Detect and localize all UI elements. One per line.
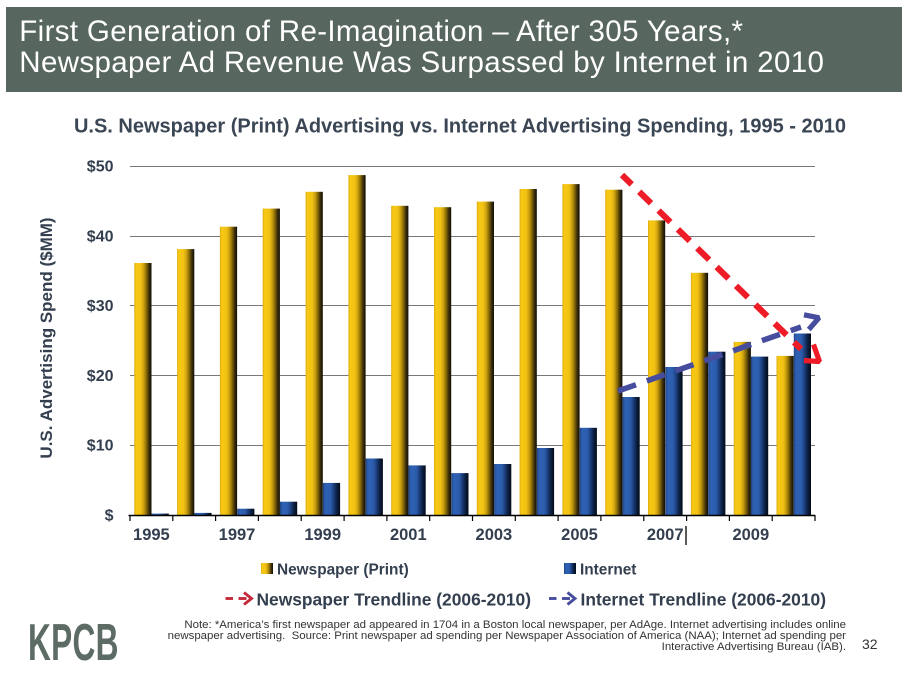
svg-text:U.S. Newspaper (Print) Adverti: U.S. Newspaper (Print) Advertising vs. I…	[74, 116, 846, 138]
svg-text:$40: $40	[87, 228, 114, 245]
svg-text:$50: $50	[87, 159, 114, 176]
svg-text:1997: 1997	[219, 526, 256, 544]
svg-text:$30: $30	[87, 298, 114, 315]
svg-text:$20: $20	[87, 368, 114, 385]
svg-text:2001: 2001	[390, 526, 427, 544]
svg-text:$: $	[105, 508, 114, 525]
svg-text:2003: 2003	[476, 526, 513, 544]
svg-text:Internet Trendline (2006-2010): Internet Trendline (2006-2010)	[581, 590, 827, 610]
svg-text:2007: 2007	[647, 526, 684, 544]
svg-text:$10: $10	[87, 438, 114, 455]
svg-text:2005: 2005	[561, 526, 598, 544]
svg-text:2009: 2009	[732, 526, 769, 544]
svg-text:Newspaper (Print): Newspaper (Print)	[277, 562, 409, 579]
svg-text:Newspaper Trendline (2006-2010: Newspaper Trendline (2006-2010)	[257, 590, 532, 610]
svg-text:1995: 1995	[133, 526, 170, 544]
svg-text:U.S. Advertising Spend ($MM): U.S. Advertising Spend ($MM)	[37, 217, 56, 458]
svg-text:Internet: Internet	[580, 562, 636, 579]
svg-text:1999: 1999	[304, 526, 341, 544]
